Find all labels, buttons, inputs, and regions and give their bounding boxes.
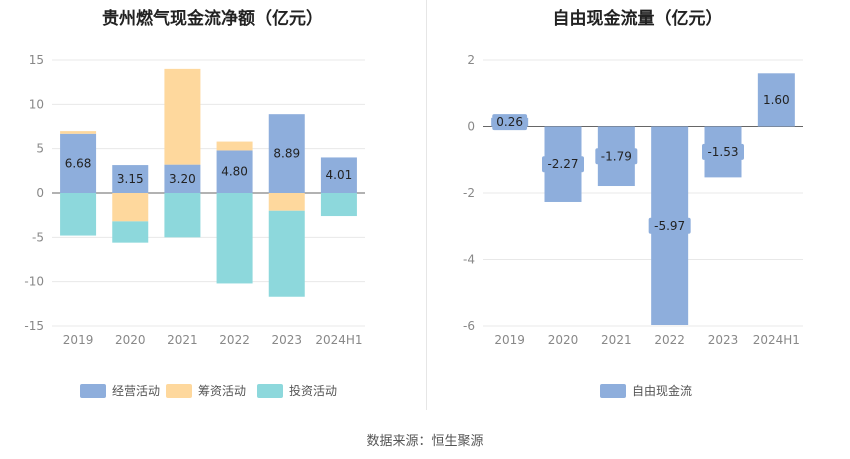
y-tick-label: -10 — [24, 275, 44, 289]
y-tick-label: 5 — [36, 142, 44, 156]
bar-投资活动 — [60, 193, 97, 236]
data-label: 3.20 — [169, 172, 196, 186]
data-label: -1.79 — [601, 149, 632, 163]
legend-swatch — [257, 384, 283, 398]
y-tick-label: -2 — [463, 186, 475, 200]
x-tick-label: 2024H1 — [753, 333, 800, 347]
y-tick-label: 0 — [467, 120, 475, 134]
y-tick-label: 15 — [29, 53, 44, 67]
legend-label: 投资活动 — [289, 383, 337, 398]
x-tick-label: 2023 — [708, 333, 739, 347]
data-label-bg — [269, 145, 305, 162]
bar-投资活动 — [112, 221, 149, 243]
legend-label: 经营活动 — [112, 384, 160, 398]
data-label: 8.89 — [273, 147, 300, 161]
y-tick-label: 2 — [467, 53, 475, 67]
y-tick-label: -6 — [463, 319, 475, 333]
x-tick-label: 2024H1 — [315, 333, 362, 347]
data-label: -1.53 — [707, 145, 738, 159]
chart-title-cashflow: 贵州燃气现金流净额（亿元） — [102, 9, 323, 29]
bar-投资活动 — [320, 193, 357, 217]
y-tick-label: -15 — [24, 319, 44, 333]
data-label: 3.15 — [117, 172, 144, 186]
legend-swatch — [166, 384, 192, 398]
data-label-bg — [165, 170, 200, 187]
data-label: -2.27 — [547, 157, 578, 171]
legend-swatch — [600, 384, 626, 398]
bar-筹资活动 — [112, 193, 149, 222]
x-tick-label: 2023 — [271, 333, 302, 347]
legend-label: 筹资活动 — [198, 384, 246, 398]
bar-筹资活动 — [60, 131, 97, 134]
bar-投资活动 — [164, 193, 201, 238]
bar-投资活动 — [268, 210, 305, 297]
data-label-bg — [702, 143, 744, 160]
data-label-bg — [648, 217, 691, 234]
data-label: 6.68 — [65, 156, 92, 170]
x-tick-label: 2021 — [167, 333, 198, 347]
x-tick-label: 2022 — [654, 333, 685, 347]
bar-筹资活动 — [268, 193, 305, 211]
data-label: -5.97 — [654, 219, 685, 233]
data-label-bg — [112, 171, 148, 188]
x-tick-label: 2021 — [601, 333, 632, 347]
data-source-footer: 数据来源：恒生聚源 — [366, 434, 484, 449]
legend-label: 自由现金流 — [632, 383, 692, 398]
data-label-bg — [321, 167, 357, 184]
x-tick-label: 2020 — [115, 333, 146, 347]
bar-投资活动 — [216, 193, 253, 284]
y-tick-label: 0 — [36, 186, 44, 200]
data-label-bg — [595, 148, 638, 165]
y-tick-label: -4 — [463, 253, 475, 267]
data-label-bg — [217, 163, 252, 180]
chart-divider — [426, 0, 427, 410]
data-label-bg — [492, 114, 528, 131]
x-tick-label: 2019 — [494, 333, 525, 347]
bar-筹资活动 — [216, 141, 253, 151]
data-label-bg — [758, 91, 794, 108]
data-label-bg — [542, 156, 584, 173]
y-tick-label: -5 — [32, 230, 44, 244]
data-label: 4.01 — [326, 168, 353, 182]
data-label: 1.60 — [763, 93, 790, 107]
data-label: 0.26 — [496, 115, 523, 129]
x-tick-label: 2019 — [63, 333, 94, 347]
y-tick-label: 10 — [29, 97, 44, 111]
legend-swatch — [80, 384, 106, 398]
data-label-bg — [60, 155, 96, 172]
chart-title-free-cashflow: 自由现金流量（亿元） — [552, 9, 723, 29]
data-label: 4.80 — [221, 165, 248, 179]
bar-筹资活动 — [164, 68, 201, 165]
x-tick-label: 2022 — [219, 333, 250, 347]
x-tick-label: 2020 — [548, 333, 579, 347]
